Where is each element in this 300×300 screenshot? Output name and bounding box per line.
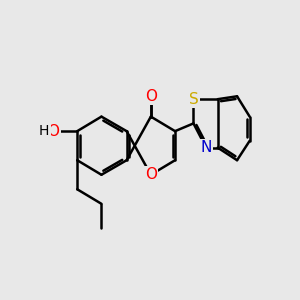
Text: H: H [39,124,50,138]
Text: O: O [145,167,157,182]
Text: O: O [47,124,59,139]
Text: O: O [145,89,157,104]
Text: S: S [189,92,198,107]
Text: N: N [200,140,212,155]
